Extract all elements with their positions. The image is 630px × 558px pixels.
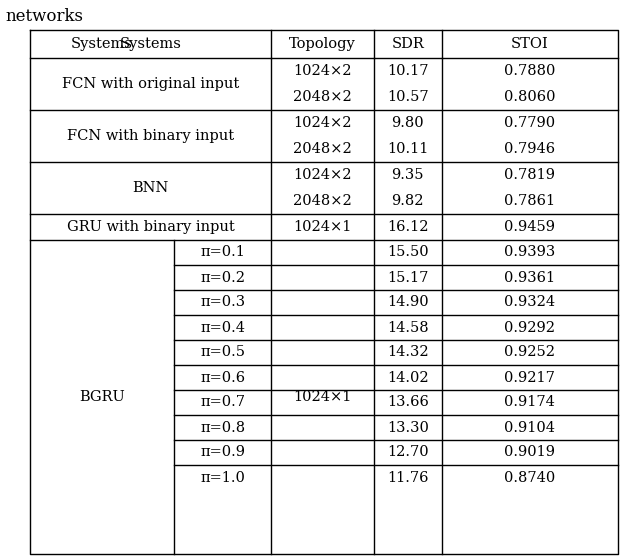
Text: FCN with original input: FCN with original input (62, 77, 239, 91)
Text: π=1.0: π=1.0 (200, 470, 245, 484)
Text: 2048×2: 2048×2 (293, 194, 352, 208)
Text: 14.02: 14.02 (387, 371, 428, 384)
Text: 0.9361: 0.9361 (504, 271, 556, 285)
Text: π=0.4: π=0.4 (200, 320, 245, 334)
Text: 9.82: 9.82 (391, 194, 424, 208)
Text: 1024×2: 1024×2 (294, 64, 352, 78)
Text: SDR: SDR (391, 37, 424, 51)
Text: π=0.5: π=0.5 (200, 345, 245, 359)
Text: Systems: Systems (71, 37, 133, 51)
Text: 0.7819: 0.7819 (504, 168, 555, 182)
Text: 1024×1: 1024×1 (294, 220, 352, 234)
Text: 10.17: 10.17 (387, 64, 428, 78)
Text: 0.9459: 0.9459 (504, 220, 555, 234)
Text: 15.17: 15.17 (387, 271, 428, 285)
Text: 14.58: 14.58 (387, 320, 428, 334)
Text: π=0.3: π=0.3 (200, 296, 245, 310)
Text: 9.80: 9.80 (391, 116, 424, 130)
Text: 1024×2: 1024×2 (294, 168, 352, 182)
Text: 0.7861: 0.7861 (504, 194, 556, 208)
Text: π=0.7: π=0.7 (200, 396, 245, 410)
Text: π=0.9: π=0.9 (200, 445, 245, 459)
Text: π=0.6: π=0.6 (200, 371, 245, 384)
Text: 0.9252: 0.9252 (504, 345, 555, 359)
Text: Systems: Systems (120, 37, 181, 51)
Text: π=0.2: π=0.2 (200, 271, 245, 285)
Text: 13.66: 13.66 (387, 396, 429, 410)
Text: 1024×2: 1024×2 (294, 116, 352, 130)
Text: 16.12: 16.12 (387, 220, 428, 234)
Text: STOI: STOI (511, 37, 549, 51)
Text: 0.9174: 0.9174 (505, 396, 555, 410)
Text: 10.11: 10.11 (387, 142, 428, 156)
Text: 0.8740: 0.8740 (504, 470, 556, 484)
Text: 0.9217: 0.9217 (505, 371, 555, 384)
Text: 14.32: 14.32 (387, 345, 428, 359)
Text: 0.7790: 0.7790 (504, 116, 556, 130)
Text: 11.76: 11.76 (387, 470, 428, 484)
Text: 10.57: 10.57 (387, 90, 428, 104)
Text: 0.7946: 0.7946 (504, 142, 556, 156)
Text: 14.90: 14.90 (387, 296, 428, 310)
Text: 0.8060: 0.8060 (504, 90, 556, 104)
Text: 15.50: 15.50 (387, 246, 428, 259)
Text: FCN with binary input: FCN with binary input (67, 129, 234, 143)
Text: 0.9393: 0.9393 (504, 246, 556, 259)
Text: 13.30: 13.30 (387, 421, 429, 435)
Text: π=0.1: π=0.1 (200, 246, 245, 259)
Text: 9.35: 9.35 (391, 168, 424, 182)
Text: 0.9324: 0.9324 (504, 296, 556, 310)
Text: BNN: BNN (132, 181, 169, 195)
Text: 0.7880: 0.7880 (504, 64, 556, 78)
Text: 2048×2: 2048×2 (293, 142, 352, 156)
Text: BGRU: BGRU (79, 390, 125, 404)
Text: Topology: Topology (289, 37, 356, 51)
Text: networks: networks (5, 8, 83, 25)
Text: 0.9019: 0.9019 (504, 445, 555, 459)
Text: 0.9104: 0.9104 (504, 421, 555, 435)
Text: 12.70: 12.70 (387, 445, 428, 459)
Text: 2048×2: 2048×2 (293, 90, 352, 104)
Text: π=0.8: π=0.8 (200, 421, 245, 435)
Text: 0.9292: 0.9292 (504, 320, 555, 334)
Text: GRU with binary input: GRU with binary input (67, 220, 234, 234)
Text: 1024×1: 1024×1 (294, 390, 352, 404)
